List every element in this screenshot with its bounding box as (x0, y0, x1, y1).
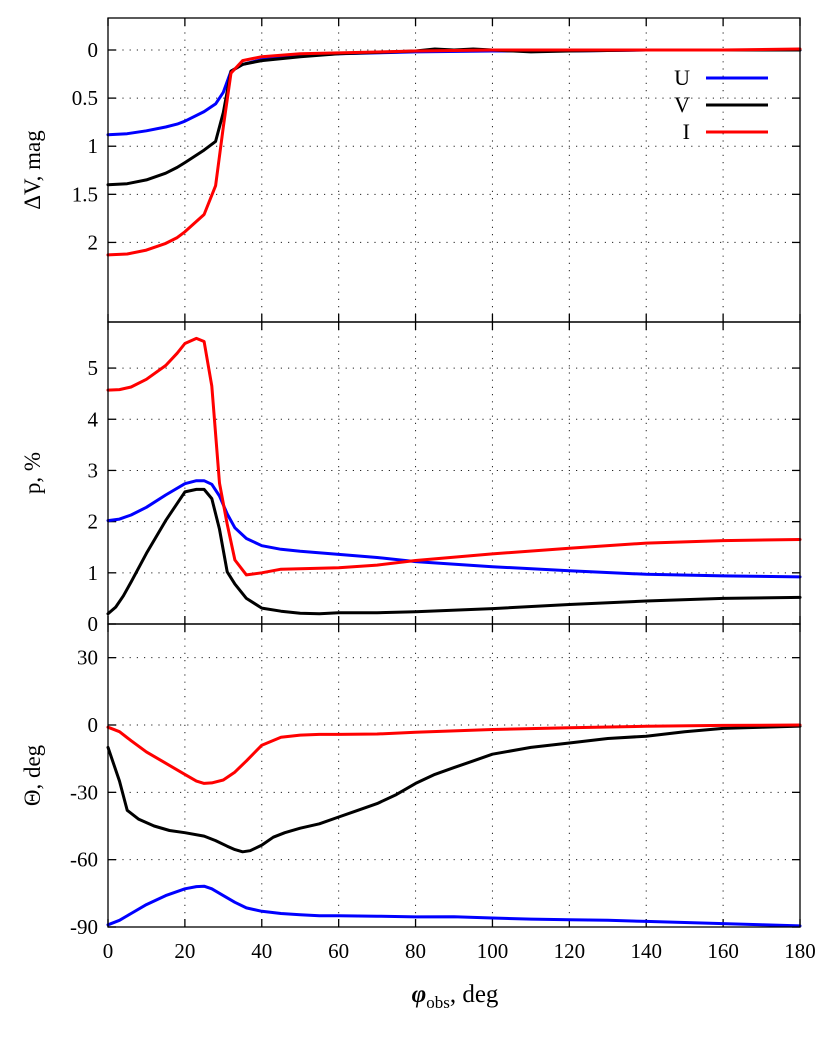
panel-polarization: 0 1 2 3 4 5 p, % (20, 321, 802, 636)
y-tick-label: 3 (88, 458, 99, 482)
series-line-i-bot (106, 723, 802, 785)
plot-frame-top (107, 17, 801, 323)
ticks-mid: 0 1 2 3 4 5 (88, 322, 801, 636)
y-axis-label: ΔV, mag (20, 130, 45, 210)
y-tick-label: 2 (88, 230, 99, 254)
panel-position-angle: -90 -60 -30 0 30 0 20 40 60 80 100 120 140 160 180 Θ, d… (20, 623, 816, 963)
legend: UVI (674, 65, 768, 144)
y-axis-label: Θ, deg (20, 744, 45, 806)
legend-label-i: I (683, 119, 690, 144)
x-tick-label: 80 (405, 939, 426, 963)
x-tick-label: 0 (103, 939, 114, 963)
x-tick-label: 100 (477, 939, 509, 963)
y-tick-label: 0 (88, 713, 99, 737)
y-tick-label: -90 (70, 915, 98, 939)
series-line-i-top (106, 47, 802, 257)
y-tick-label: 5 (88, 356, 99, 380)
ticks-bot: -90 -60 -30 0 30 0 20 40 60 80 100 120 140 160 180 (70, 624, 816, 963)
y-tick-label: -60 (70, 848, 98, 872)
series-line-i-mid (106, 336, 802, 577)
ticks-top: 0 0.5 1 1.5 2 (72, 18, 801, 322)
y-tick-label: 0 (88, 612, 99, 636)
y-tick-label: 4 (88, 407, 99, 431)
series-line-u-bot (106, 884, 802, 928)
x-tick-label: 160 (707, 939, 739, 963)
y-tick-label: 1 (88, 561, 99, 585)
series-line-v-mid (106, 487, 802, 616)
x-tick-label: 180 (784, 939, 816, 963)
x-tick-label: 20 (174, 939, 195, 963)
plot-frame-bot (107, 623, 801, 928)
x-tick-label: 140 (630, 939, 662, 963)
legend-label-v: V (674, 92, 690, 117)
y-tick-label: 30 (77, 646, 98, 670)
y-tick-label: 1.5 (72, 182, 98, 206)
y-tick-label: 0 (88, 38, 99, 62)
legend-label-u: U (674, 65, 690, 90)
series-line-v-bot (106, 724, 802, 854)
x-tick-label: 60 (328, 939, 349, 963)
x-axis-label: φobs, deg (412, 981, 499, 1012)
y-tick-label: 0.5 (72, 86, 98, 110)
y-tick-label: -30 (70, 780, 98, 804)
grid-bot (108, 624, 800, 927)
x-tick-label: 120 (554, 939, 586, 963)
grid-mid (108, 322, 800, 624)
series-line-u-mid (106, 479, 802, 579)
y-tick-label: 2 (88, 510, 99, 534)
panel-delta-v: 0 0.5 1 1.5 2 ΔV, mag (20, 17, 802, 323)
y-axis-label: p, % (20, 452, 45, 494)
y-tick-label: 1 (88, 134, 99, 158)
series-line-u-top (106, 48, 802, 137)
grid-top (108, 18, 800, 322)
x-tick-label: 40 (251, 939, 272, 963)
plot-frame-mid (107, 321, 801, 625)
series-line-v-top (106, 47, 802, 187)
